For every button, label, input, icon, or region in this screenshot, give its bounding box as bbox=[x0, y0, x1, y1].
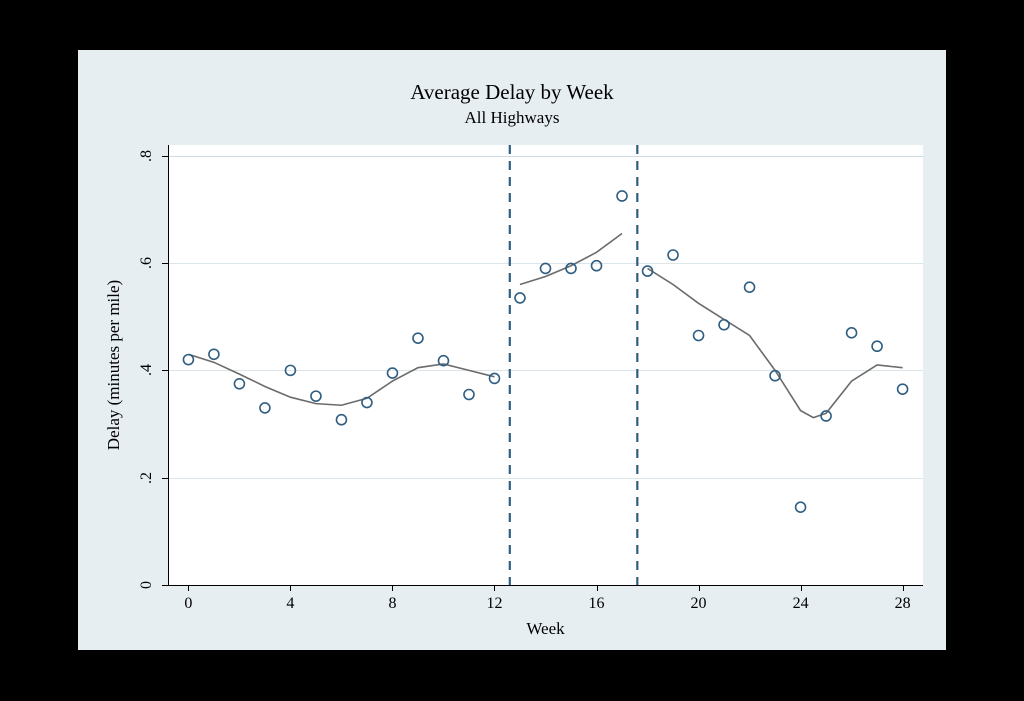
data-point bbox=[234, 379, 244, 389]
y-tick bbox=[162, 478, 168, 479]
x-tick bbox=[392, 585, 393, 591]
y-axis-label: Delay (minutes per mile) bbox=[104, 280, 124, 450]
data-point bbox=[617, 191, 627, 201]
data-point bbox=[311, 391, 321, 401]
data-point bbox=[413, 333, 423, 343]
fit-curve bbox=[520, 234, 622, 285]
data-point bbox=[260, 403, 270, 413]
x-tick bbox=[699, 585, 700, 591]
y-tick-label: .2 bbox=[138, 472, 156, 484]
x-tick bbox=[903, 585, 904, 591]
data-point bbox=[745, 282, 755, 292]
data-point bbox=[592, 261, 602, 271]
x-axis-line bbox=[168, 585, 923, 586]
x-tick-label: 8 bbox=[388, 595, 396, 613]
x-tick bbox=[597, 585, 598, 591]
y-tick bbox=[162, 370, 168, 371]
data-point bbox=[541, 263, 551, 273]
data-point bbox=[719, 320, 729, 330]
data-point bbox=[515, 293, 525, 303]
data-point bbox=[489, 373, 499, 383]
data-point bbox=[796, 502, 806, 512]
x-tick bbox=[801, 585, 802, 591]
data-point bbox=[209, 349, 219, 359]
x-tick bbox=[494, 585, 495, 591]
plot-area bbox=[168, 145, 923, 585]
chart-title: Average Delay by Week bbox=[78, 80, 946, 105]
plot-svg bbox=[168, 145, 923, 585]
y-tick-label: .4 bbox=[138, 364, 156, 376]
chart-panel: Average Delay by Week All Highways Week … bbox=[78, 50, 946, 650]
x-tick-label: 16 bbox=[589, 595, 605, 613]
y-tick-label: 0 bbox=[138, 581, 156, 589]
y-axis-line bbox=[168, 145, 169, 585]
data-point bbox=[336, 415, 346, 425]
data-point bbox=[464, 390, 474, 400]
x-tick-label: 4 bbox=[286, 595, 294, 613]
x-tick bbox=[290, 585, 291, 591]
data-point bbox=[183, 355, 193, 365]
x-tick-label: 20 bbox=[691, 595, 707, 613]
chart-subtitle: All Highways bbox=[78, 108, 946, 128]
data-point bbox=[898, 384, 908, 394]
fit-curve bbox=[648, 268, 903, 417]
y-tick-label: .6 bbox=[138, 257, 156, 269]
data-point bbox=[847, 328, 857, 338]
x-tick-label: 12 bbox=[486, 595, 502, 613]
y-tick bbox=[162, 263, 168, 264]
data-point bbox=[668, 250, 678, 260]
x-tick-label: 0 bbox=[184, 595, 192, 613]
data-point bbox=[387, 368, 397, 378]
data-point bbox=[872, 341, 882, 351]
y-tick bbox=[162, 585, 168, 586]
data-point bbox=[285, 365, 295, 375]
x-axis-label: Week bbox=[526, 619, 564, 639]
x-tick-label: 28 bbox=[895, 595, 911, 613]
x-tick-label: 24 bbox=[793, 595, 809, 613]
y-tick-label: .8 bbox=[138, 150, 156, 162]
data-point bbox=[694, 330, 704, 340]
y-tick bbox=[162, 156, 168, 157]
x-tick bbox=[188, 585, 189, 591]
